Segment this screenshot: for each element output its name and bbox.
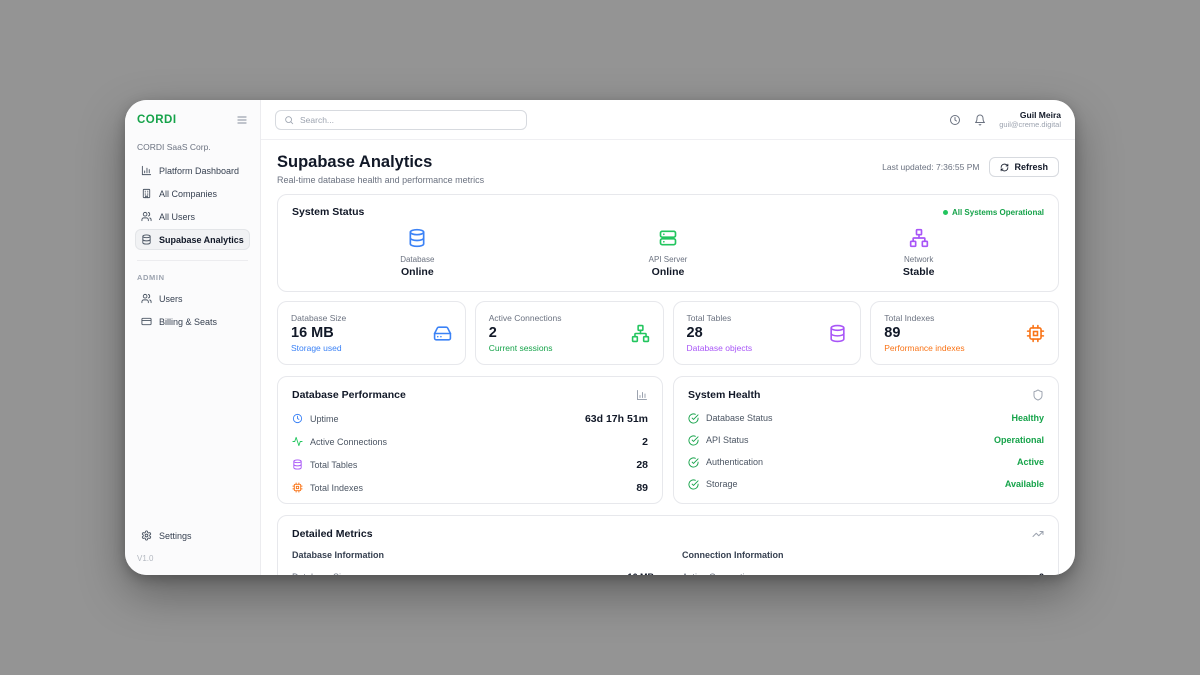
status-item-network: Network Stable <box>793 228 1044 278</box>
stat-card-database-size: Database Size 16 MB Storage used <box>277 301 466 365</box>
stat-card-active-connections: Active Connections 2 Current sessions <box>474 301 664 365</box>
network-icon <box>631 324 649 342</box>
refresh-button[interactable]: Refresh <box>989 157 1059 177</box>
sidebar-item-label: Settings <box>159 530 192 541</box>
stat-card-total-indexes: Total Indexes 89 Performance indexes <box>870 301 1059 365</box>
sidebar-divider <box>137 260 248 261</box>
check-circle-icon <box>688 412 699 424</box>
metric-row-total-tables: Total Tables 28 <box>292 453 648 476</box>
credit-card-icon <box>141 317 152 326</box>
shield-icon <box>1033 389 1043 401</box>
database-information-column: Database Information Database Size: 16 M… <box>292 550 654 575</box>
users-icon <box>141 293 152 304</box>
panels-row: Database Performance Uptime 63d 17h 51m … <box>277 376 1059 504</box>
refresh-label: Refresh <box>1014 162 1048 172</box>
bell-icon[interactable] <box>974 114 986 126</box>
search-input[interactable] <box>300 114 518 125</box>
stat-card-total-tables: Total Tables 28 Database objects <box>672 301 862 365</box>
building-icon <box>142 188 151 199</box>
cpu-icon <box>292 482 303 493</box>
sidebar-item-label: Supabase Analytics <box>159 234 244 245</box>
status-dot-icon <box>942 209 948 215</box>
user-menu[interactable]: Guil Meira guil@creme.digital <box>999 110 1061 129</box>
database-performance-panel: Database Performance Uptime 63d 17h 51m … <box>277 376 663 504</box>
hamburger-menu-icon[interactable] <box>236 114 248 126</box>
health-row-database-status: Database Status Healthy <box>688 407 1044 429</box>
version-label: V1.0 <box>137 554 154 563</box>
health-row-api-status: API Status Operational <box>688 429 1044 451</box>
health-row-storage: Storage Available <box>688 473 1044 495</box>
check-circle-icon <box>688 478 699 490</box>
sidebar-item-label: Platform Dashboard <box>159 165 240 176</box>
detailed-metrics-card: Detailed Metrics Database Information Da… <box>277 515 1059 575</box>
gear-icon <box>141 530 152 541</box>
sidebar-item-label: Billing & Seats <box>159 316 218 327</box>
system-status-card: System Status All Systems Operational Da… <box>277 194 1059 292</box>
network-icon <box>909 228 928 248</box>
sidebar: CORDI CORDI SaaS Corp. Platform Dashboar… <box>125 100 261 575</box>
performance-title: Database Performance <box>292 389 406 401</box>
database-icon <box>409 228 425 248</box>
refresh-icon <box>1001 163 1009 171</box>
bar-chart-icon <box>141 165 152 176</box>
sidebar-item-billing-seats[interactable]: Billing & Seats <box>135 311 250 332</box>
detail-row-database-size: Database Size: 16 MB <box>292 569 654 575</box>
status-item-api-server: API Server Online <box>543 228 794 278</box>
clock-icon <box>292 413 303 424</box>
sidebar-item-supabase-analytics[interactable]: Supabase Analytics <box>135 229 250 250</box>
status-badge: All Systems Operational <box>942 208 1044 217</box>
last-updated-text: Last updated: 7:36:55 PM <box>882 162 980 172</box>
status-item-database: Database Online <box>292 228 543 278</box>
sidebar-item-label: All Users <box>159 211 196 222</box>
health-title: System Health <box>688 389 761 401</box>
user-name: Guil Meira <box>1019 110 1061 120</box>
check-circle-icon <box>688 434 699 446</box>
trending-up-icon <box>1032 531 1044 537</box>
search-box[interactable] <box>275 109 527 130</box>
cpu-icon <box>1026 324 1045 342</box>
bar-chart-icon <box>637 390 647 400</box>
metric-row-uptime: Uptime 63d 17h 51m <box>292 407 648 430</box>
detailed-metrics-title: Detailed Metrics <box>292 528 373 540</box>
sidebar-item-platform-dashboard[interactable]: Platform Dashboard <box>135 160 250 181</box>
check-circle-icon <box>688 456 699 468</box>
sidebar-item-label: All Companies <box>159 188 218 199</box>
users-icon <box>141 211 152 222</box>
page-subtitle: Real-time database health and performanc… <box>277 175 485 185</box>
sidebar-footer: Settings V1.0 <box>135 525 250 563</box>
sidebar-item-all-users[interactable]: All Users <box>135 206 250 227</box>
search-icon <box>285 115 294 124</box>
admin-section-label: ADMIN <box>137 273 165 282</box>
database-icon <box>830 324 845 342</box>
clock-icon[interactable] <box>949 114 961 126</box>
metric-row-active-connections: Active Connections 2 <box>292 430 648 453</box>
sidebar-item-all-companies[interactable]: All Companies <box>135 183 250 204</box>
dashboard-content: System Status All Systems Operational Da… <box>261 194 1075 575</box>
stats-row: Database Size 16 MB Storage used Active … <box>277 301 1059 365</box>
sidebar-item-label: Users <box>159 293 183 304</box>
database-icon <box>142 234 151 245</box>
user-email: guil@creme.digital <box>999 120 1061 129</box>
hard-drive-icon <box>433 325 451 341</box>
main-area: Guil Meira guil@creme.digital Supabase A… <box>261 100 1075 575</box>
system-health-panel: System Health Database Status Healthy AP… <box>673 376 1059 504</box>
cordi-logo: CORDI <box>137 114 177 126</box>
sidebar-item-users[interactable]: Users <box>135 288 250 309</box>
sidebar-item-settings[interactable]: Settings <box>135 525 250 546</box>
health-row-authentication: Authentication Active <box>688 451 1044 473</box>
metric-row-total-indexes: Total Indexes 89 <box>292 476 648 499</box>
top-bar: Guil Meira guil@creme.digital <box>261 100 1075 140</box>
connection-information-column: Connection Information Active Connection… <box>682 550 1044 575</box>
activity-icon <box>292 436 303 447</box>
page-title: Supabase Analytics <box>277 153 433 171</box>
org-label: CORDI SaaS Corp. <box>137 142 211 152</box>
database-icon <box>293 459 302 470</box>
detail-row-active-connections: Active Connections: 2 <box>682 569 1044 575</box>
page-header: Supabase Analytics Real-time database he… <box>261 140 1075 194</box>
topbar-actions: Guil Meira guil@creme.digital <box>949 110 1061 129</box>
system-status-title: System Status <box>292 206 365 218</box>
server-icon <box>659 230 677 246</box>
app-window: CORDI CORDI SaaS Corp. Platform Dashboar… <box>125 100 1075 575</box>
